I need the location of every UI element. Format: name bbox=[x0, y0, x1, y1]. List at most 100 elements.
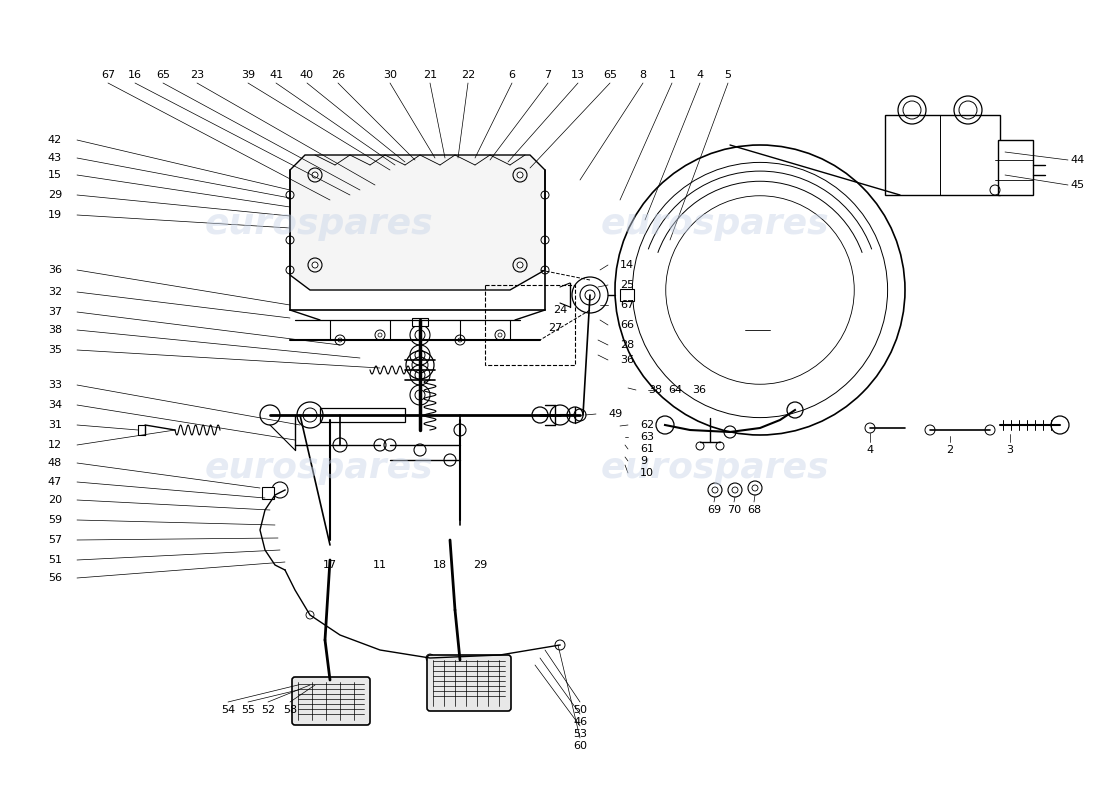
Text: 67: 67 bbox=[620, 300, 634, 310]
Text: 4: 4 bbox=[696, 70, 704, 80]
Text: 7: 7 bbox=[544, 70, 551, 80]
Text: 35: 35 bbox=[48, 345, 62, 355]
Text: 36: 36 bbox=[620, 355, 634, 365]
Text: 57: 57 bbox=[48, 535, 62, 545]
Circle shape bbox=[752, 485, 758, 491]
Circle shape bbox=[312, 172, 318, 178]
Text: 29: 29 bbox=[473, 560, 487, 570]
FancyBboxPatch shape bbox=[262, 487, 274, 499]
Text: 37: 37 bbox=[48, 307, 62, 317]
Text: 47: 47 bbox=[47, 477, 62, 487]
Text: 38: 38 bbox=[48, 325, 62, 335]
Circle shape bbox=[732, 487, 738, 493]
Text: 51: 51 bbox=[48, 555, 62, 565]
Text: 45: 45 bbox=[1070, 180, 1085, 190]
Text: 50: 50 bbox=[573, 705, 587, 715]
Text: 55: 55 bbox=[241, 705, 255, 715]
Text: 54: 54 bbox=[221, 705, 235, 715]
Text: 40: 40 bbox=[300, 70, 315, 80]
Text: 24: 24 bbox=[553, 305, 568, 315]
Circle shape bbox=[712, 487, 718, 493]
Text: 66: 66 bbox=[620, 320, 634, 330]
Text: 41: 41 bbox=[268, 70, 283, 80]
Text: 21: 21 bbox=[422, 70, 437, 80]
FancyBboxPatch shape bbox=[320, 408, 405, 422]
Text: 34: 34 bbox=[48, 400, 62, 410]
Circle shape bbox=[498, 333, 502, 337]
Text: 33: 33 bbox=[48, 380, 62, 390]
Text: 1: 1 bbox=[669, 70, 675, 80]
Text: 9: 9 bbox=[640, 456, 647, 466]
FancyBboxPatch shape bbox=[292, 677, 370, 725]
Text: 59: 59 bbox=[48, 515, 62, 525]
Text: 56: 56 bbox=[48, 573, 62, 583]
Text: 43: 43 bbox=[48, 153, 62, 163]
Text: 42: 42 bbox=[47, 135, 62, 145]
Text: 27: 27 bbox=[548, 323, 562, 333]
Text: 70: 70 bbox=[727, 505, 741, 515]
Text: 38: 38 bbox=[648, 385, 662, 395]
Circle shape bbox=[378, 333, 382, 337]
Text: 63: 63 bbox=[640, 432, 654, 442]
Text: 30: 30 bbox=[383, 70, 397, 80]
Text: 17: 17 bbox=[323, 560, 337, 570]
Text: 58: 58 bbox=[283, 705, 297, 715]
Text: 69: 69 bbox=[707, 505, 722, 515]
Text: 68: 68 bbox=[747, 505, 761, 515]
Text: 48: 48 bbox=[47, 458, 62, 468]
Circle shape bbox=[585, 290, 595, 300]
Text: 14: 14 bbox=[620, 260, 634, 270]
Text: 62: 62 bbox=[640, 420, 654, 430]
Text: 36: 36 bbox=[692, 385, 706, 395]
Text: 8: 8 bbox=[639, 70, 647, 80]
Text: 53: 53 bbox=[573, 729, 587, 739]
Polygon shape bbox=[290, 155, 544, 290]
Circle shape bbox=[517, 262, 522, 268]
Text: 25: 25 bbox=[620, 280, 634, 290]
Text: 49: 49 bbox=[608, 409, 623, 419]
Text: 19: 19 bbox=[48, 210, 62, 220]
Text: 36: 36 bbox=[48, 265, 62, 275]
Text: 13: 13 bbox=[571, 70, 585, 80]
Bar bbox=[620, 289, 634, 301]
Text: 16: 16 bbox=[128, 70, 142, 80]
Text: 20: 20 bbox=[48, 495, 62, 505]
Text: 44: 44 bbox=[1070, 155, 1085, 165]
Text: 46: 46 bbox=[573, 717, 587, 727]
Circle shape bbox=[312, 262, 318, 268]
Circle shape bbox=[517, 172, 522, 178]
Text: 12: 12 bbox=[48, 440, 62, 450]
Text: 31: 31 bbox=[48, 420, 62, 430]
Text: 3: 3 bbox=[1006, 445, 1013, 455]
FancyBboxPatch shape bbox=[412, 318, 428, 326]
Text: 6: 6 bbox=[508, 70, 516, 80]
Text: 65: 65 bbox=[156, 70, 170, 80]
Text: 18: 18 bbox=[433, 560, 447, 570]
Text: 11: 11 bbox=[373, 560, 387, 570]
Text: 22: 22 bbox=[461, 70, 475, 80]
Text: 15: 15 bbox=[48, 170, 62, 180]
Circle shape bbox=[338, 338, 342, 342]
Text: 65: 65 bbox=[603, 70, 617, 80]
Text: eurospares: eurospares bbox=[205, 207, 433, 241]
Text: 52: 52 bbox=[261, 705, 275, 715]
Text: 32: 32 bbox=[48, 287, 62, 297]
Text: 67: 67 bbox=[101, 70, 116, 80]
FancyBboxPatch shape bbox=[998, 140, 1033, 195]
Text: eurospares: eurospares bbox=[601, 207, 829, 241]
FancyBboxPatch shape bbox=[427, 655, 512, 711]
Text: 23: 23 bbox=[190, 70, 205, 80]
FancyBboxPatch shape bbox=[886, 115, 1000, 195]
Text: 39: 39 bbox=[241, 70, 255, 80]
Text: 28: 28 bbox=[620, 340, 635, 350]
Text: 4: 4 bbox=[867, 445, 873, 455]
Text: eurospares: eurospares bbox=[601, 451, 829, 485]
Text: 10: 10 bbox=[640, 468, 654, 478]
Circle shape bbox=[458, 338, 462, 342]
Text: eurospares: eurospares bbox=[205, 451, 433, 485]
Text: 5: 5 bbox=[725, 70, 732, 80]
Text: 29: 29 bbox=[47, 190, 62, 200]
Text: 60: 60 bbox=[573, 741, 587, 751]
Text: 61: 61 bbox=[640, 444, 654, 454]
Text: 64: 64 bbox=[668, 385, 682, 395]
